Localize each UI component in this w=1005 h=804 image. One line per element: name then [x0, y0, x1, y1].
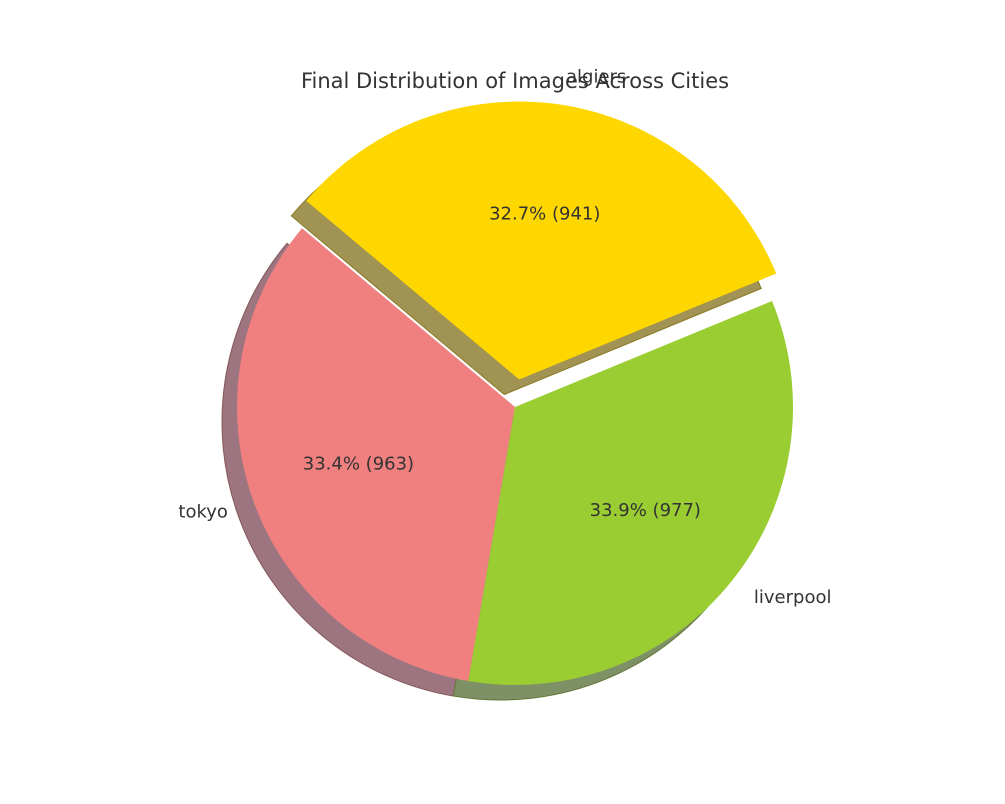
pie-slice-tokyo [237, 228, 515, 682]
percent-label-algiers: 32.7% (941) [489, 204, 600, 225]
label-layer: 33.4% (963) tokyo 33.9% (977) liverpool 32.7… [178, 66, 831, 608]
percent-label-liverpool: 33.9% (977) [590, 500, 701, 521]
percent-label-tokyo: 33.4% (963) [303, 454, 414, 475]
slice-label-tokyo: tokyo [178, 501, 228, 522]
pie-slice-liverpool [468, 300, 793, 686]
chart-title: Final Distribution of Images Across Citi… [301, 69, 729, 93]
slice-label-liverpool: liverpool [754, 587, 832, 608]
slice-layer [237, 101, 793, 686]
pie-slice-algiers [306, 101, 777, 380]
slice-label-algiers: algiers [566, 66, 626, 87]
